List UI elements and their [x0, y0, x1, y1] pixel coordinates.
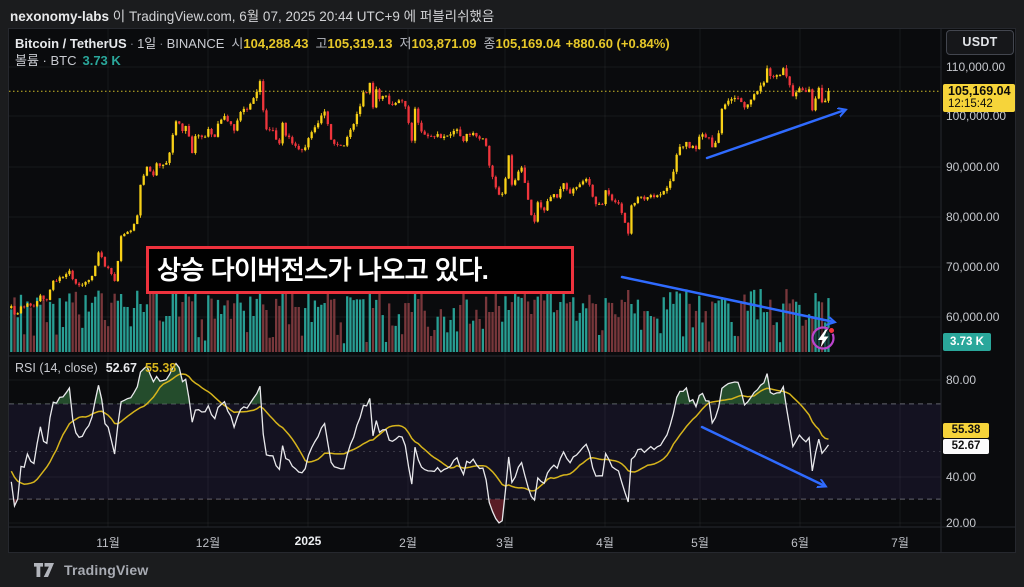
time-axis-label: 3월: [496, 536, 514, 550]
axis-tick-label: 80,000.00: [946, 210, 1000, 224]
rsi-value-axis-label: 52.67: [943, 439, 989, 454]
candlestick-series: [10, 65, 830, 315]
axis-tick-label: 90,000.00: [946, 160, 1000, 174]
publish-meta: 이 TradingView.com, 6월 07, 2025 20:44 UTC…: [109, 9, 495, 24]
pane-separators: [8, 28, 1016, 553]
axis-tick-label: 110,000.00: [946, 60, 1006, 74]
rsi-ma-value: 55.38: [144, 361, 177, 375]
time-axis-label: 2025: [294, 534, 322, 548]
time-axis-label: 4월: [596, 536, 614, 550]
author-name[interactable]: nexonomy-labs: [10, 9, 110, 24]
publish-banner: nexonomy-labs 이 TradingView.com, 6월 07, …: [10, 5, 494, 25]
trend-arrow-price[interactable]: [705, 110, 845, 160]
high-value: 105,319.13: [327, 36, 393, 51]
exchange-label[interactable]: BINANCE: [166, 36, 225, 51]
annotation-text: 상승 다이버전스가 나오고 있다.: [157, 255, 489, 285]
low-value: 103,871.09: [411, 36, 477, 51]
change-value: +880.60 (+0.84%): [565, 36, 670, 51]
last-price-label: 105,169.04 12:15:42: [943, 84, 1015, 112]
time-axis-label: 2월: [399, 536, 417, 550]
time-axis-label: 11월: [96, 536, 120, 550]
rsi-plot: [10, 362, 830, 524]
interval-label[interactable]: 1일: [137, 36, 157, 51]
volume-axis-label: 3.73 K: [943, 333, 991, 351]
rsi-legend: RSI (14, close) 52.67 55.38: [15, 361, 176, 375]
time-axis-label: 7월: [891, 536, 909, 550]
last-price-value: 105,169.04: [948, 84, 1011, 98]
volume-legend: 볼륨 · BTC 3.73 K: [15, 50, 121, 69]
bar-countdown: 12:15:42: [948, 98, 993, 110]
trend-arrow-volume[interactable]: [620, 275, 834, 322]
symbol-legend: Bitcoin / TetherUS · 1일 · BINANCE 시104,288.43…: [15, 33, 670, 52]
rsi-ma-axis-label: 55.38: [943, 423, 989, 438]
time-axis-label: 12월: [195, 536, 221, 550]
annotation-callout[interactable]: 상승 다이버전스가 나오고 있다.: [146, 246, 574, 294]
footer: TradingView: [34, 562, 148, 578]
trend-arrow-rsi[interactable]: [700, 425, 825, 486]
time-axis-label: 5월: [691, 536, 709, 550]
rsi-line: [10, 362, 830, 524]
rsi-value: 52.67: [105, 361, 137, 375]
low-label: 저: [399, 36, 412, 51]
axis-tick-label: 100,000.00: [946, 109, 1007, 123]
tradingview-logo-icon[interactable]: [34, 562, 56, 578]
chart-canvas[interactable]: [8, 28, 1016, 553]
legend-separator: ·: [159, 36, 164, 51]
axis-tick-label: 80.00: [946, 373, 977, 387]
tradingview-brand-text[interactable]: TradingView: [64, 562, 149, 578]
close-value: 105,169.04: [495, 36, 561, 51]
open-label: 시: [231, 36, 244, 51]
axis-tick-label: 20.00: [946, 516, 977, 530]
legend-separator: ·: [129, 36, 135, 51]
axis-tick-label: 70,000.00: [946, 260, 1000, 274]
symbol-title[interactable]: Bitcoin / TetherUS: [15, 36, 127, 51]
rsi-band: [9, 403, 941, 500]
currency-toggle-button[interactable]: USDT: [946, 30, 1014, 55]
volume-label[interactable]: 볼륨 · BTC: [15, 53, 77, 68]
rsi-params: (14, close): [39, 361, 98, 375]
axis-tick-label: 60,000.00: [946, 310, 1000, 324]
high-label: 고: [315, 36, 328, 51]
rsi-ma-line: [10, 373, 829, 492]
volume-value: 3.73 K: [82, 53, 121, 68]
rsi-title[interactable]: RSI: [15, 361, 36, 375]
volume-series: [10, 285, 830, 352]
published-idea-icon[interactable]: [811, 326, 835, 350]
axis-tick-label: 40.00: [946, 470, 977, 484]
open-value: 104,288.43: [243, 36, 309, 51]
close-label: 종: [483, 36, 496, 51]
time-axis-label: 6월: [791, 536, 809, 550]
